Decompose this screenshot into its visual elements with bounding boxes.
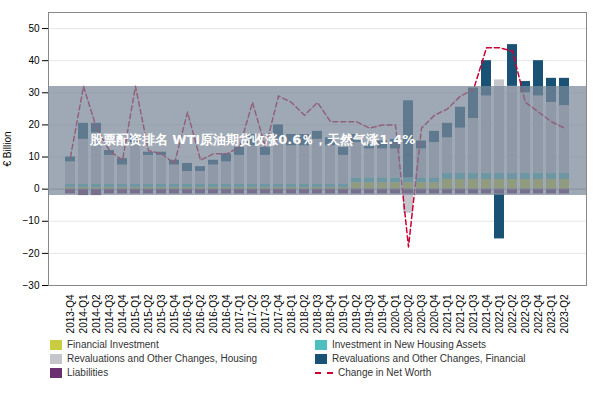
svg-text:10: 10 xyxy=(28,151,40,162)
svg-text:2019-Q2: 2019-Q2 xyxy=(351,294,362,333)
svg-text:2016-Q1: 2016-Q1 xyxy=(182,294,193,333)
svg-text:2017-Q1: 2017-Q1 xyxy=(234,294,245,333)
svg-text:2018-Q3: 2018-Q3 xyxy=(312,294,323,333)
svg-text:2023-Q2: 2023-Q2 xyxy=(559,294,570,333)
svg-text:2021-Q1: 2021-Q1 xyxy=(442,294,453,333)
svg-text:2019-Q4: 2019-Q4 xyxy=(377,294,388,333)
html-text:Revaluations and Other Changes: Revaluations and Other Changes, Financia… xyxy=(332,353,526,364)
svg-text:50: 50 xyxy=(28,23,40,34)
svg-text:€ Billion: € Billion xyxy=(2,131,13,166)
html-text:股票配资排名 WTI原油期货收涨0.6％，天然气涨1.4%: 股票配资排名 WTI原油期货收涨0.6％，天然气涨1.4% xyxy=(89,132,416,148)
svg-text:2014-Q2: 2014-Q2 xyxy=(91,294,102,333)
svg-text:2018-Q1: 2018-Q1 xyxy=(286,294,297,333)
svg-text:2015-Q1: 2015-Q1 xyxy=(130,294,141,333)
svg-text:2021-Q2: 2021-Q2 xyxy=(455,294,466,333)
svg-text:0: 0 xyxy=(34,183,40,194)
svg-text:2019-Q1: 2019-Q1 xyxy=(338,294,349,333)
svg-text:2017-Q2: 2017-Q2 xyxy=(247,294,258,333)
svg-text:2014-Q3: 2014-Q3 xyxy=(104,294,115,333)
svg-text:2014-Q4: 2014-Q4 xyxy=(117,294,128,333)
svg-text:20: 20 xyxy=(28,119,40,130)
html-text:Financial Investment: Financial Investment xyxy=(67,339,159,350)
svg-text:2016-Q2: 2016-Q2 xyxy=(195,294,206,333)
svg-text:2016-Q3: 2016-Q3 xyxy=(208,294,219,333)
svg-text:2021-Q4: 2021-Q4 xyxy=(481,294,492,333)
svg-text:2016-Q4: 2016-Q4 xyxy=(221,294,232,333)
svg-text:−30: −30 xyxy=(23,280,40,291)
svg-text:2015-Q3: 2015-Q3 xyxy=(156,294,167,333)
svg-text:2022-Q2: 2022-Q2 xyxy=(507,294,518,333)
html-text:Investment in New Housing Asse: Investment in New Housing Assets xyxy=(332,339,486,350)
svg-text:2022-Q3: 2022-Q3 xyxy=(520,294,531,333)
svg-text:2022-Q1: 2022-Q1 xyxy=(494,294,505,333)
svg-text:2013-Q4: 2013-Q4 xyxy=(65,294,76,333)
html-text:Revaluations and Other Changes: Revaluations and Other Changes, Housing xyxy=(67,353,258,364)
svg-text:2019-Q3: 2019-Q3 xyxy=(364,294,375,333)
svg-text:2023-Q1: 2023-Q1 xyxy=(546,294,557,333)
html-text:Change in Net Worth: Change in Net Worth xyxy=(338,367,432,378)
svg-text:2017-Q4: 2017-Q4 xyxy=(273,294,284,333)
svg-text:30: 30 xyxy=(28,87,40,98)
svg-text:40: 40 xyxy=(28,55,40,66)
svg-text:−20: −20 xyxy=(23,248,40,259)
svg-text:2021-Q3: 2021-Q3 xyxy=(468,294,479,333)
svg-text:2020-Q2: 2020-Q2 xyxy=(403,294,414,333)
svg-text:2018-Q2: 2018-Q2 xyxy=(299,294,310,333)
svg-text:2017-Q3: 2017-Q3 xyxy=(260,294,271,333)
svg-text:2018-Q4: 2018-Q4 xyxy=(325,294,336,333)
html-text:Liabilities: Liabilities xyxy=(67,367,109,378)
svg-text:2022-Q4: 2022-Q4 xyxy=(533,294,544,333)
svg-text:2015-Q4: 2015-Q4 xyxy=(169,294,180,333)
svg-text:2020-Q3: 2020-Q3 xyxy=(416,294,427,333)
svg-text:−10: −10 xyxy=(23,215,40,226)
svg-text:2014-Q1: 2014-Q1 xyxy=(78,294,89,333)
svg-text:2020-Q4: 2020-Q4 xyxy=(429,294,440,333)
svg-text:2020-Q1: 2020-Q1 xyxy=(390,294,401,333)
svg-text:2015-Q2: 2015-Q2 xyxy=(143,294,154,333)
